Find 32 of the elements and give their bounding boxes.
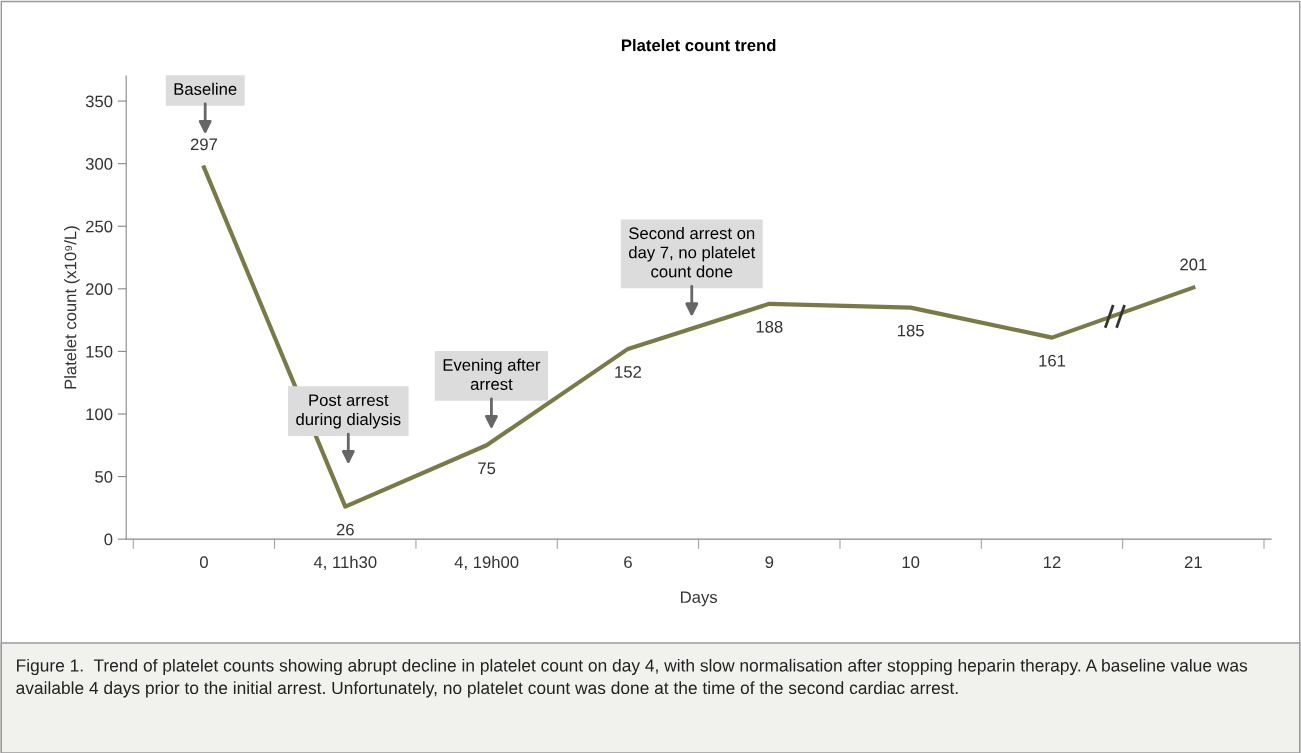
x-tick-label: 4, 11h30	[313, 555, 377, 571]
x-axis-title: Days	[681, 591, 718, 607]
y-tick-label: 250	[86, 220, 113, 233]
x-tick-label: 0	[199, 556, 208, 569]
y-tick-label: 0	[104, 533, 113, 546]
y-tick-label: 100	[86, 408, 113, 421]
y-tick-label: 150	[86, 345, 113, 358]
data-label: 161	[1039, 354, 1066, 367]
y-tick-label: 350	[85, 95, 113, 108]
x-tick-label: 9	[765, 556, 774, 569]
annotation: Evening after arrest	[443, 358, 541, 390]
x-tick-label: 21	[1184, 556, 1202, 568]
data-label: 297	[190, 138, 217, 151]
annotation: Post arrest during dialysis	[296, 394, 401, 429]
chart-title: Platelet count trend	[621, 38, 776, 52]
x-tick-label: 12	[1044, 556, 1061, 568]
data-label: 75	[478, 462, 496, 475]
x-tick-label: 6	[624, 556, 632, 569]
y-tick-label: 50	[95, 470, 113, 483]
data-label: 185	[898, 324, 924, 337]
y-axis-title: Platelet count (x10⁹/L)	[64, 226, 80, 389]
annotation: Second arrest on day 7, no platelet count done	[629, 226, 756, 278]
y-tick-label: 300	[85, 158, 113, 170]
x-tick-label: 4, 19h00	[454, 555, 519, 571]
data-label: 26	[336, 523, 354, 536]
x-tick-label: 10	[902, 556, 920, 569]
annotation: Baseline	[174, 82, 237, 95]
data-label: 188	[756, 320, 783, 333]
y-tick-label: 200	[86, 283, 113, 296]
data-label: 152	[615, 366, 642, 378]
data-label: 201	[1180, 258, 1207, 271]
caption: Figure 1. Trend of platelet counts showing abrupt decline in platelet count on day 4, with slow normalisation after stopping heparin therapy. A baseline value was available 4 days prior to the initial arrest. Unfortunately, no platelet count was done at the time of the second cardiac arrest.	[16, 658, 1248, 698]
